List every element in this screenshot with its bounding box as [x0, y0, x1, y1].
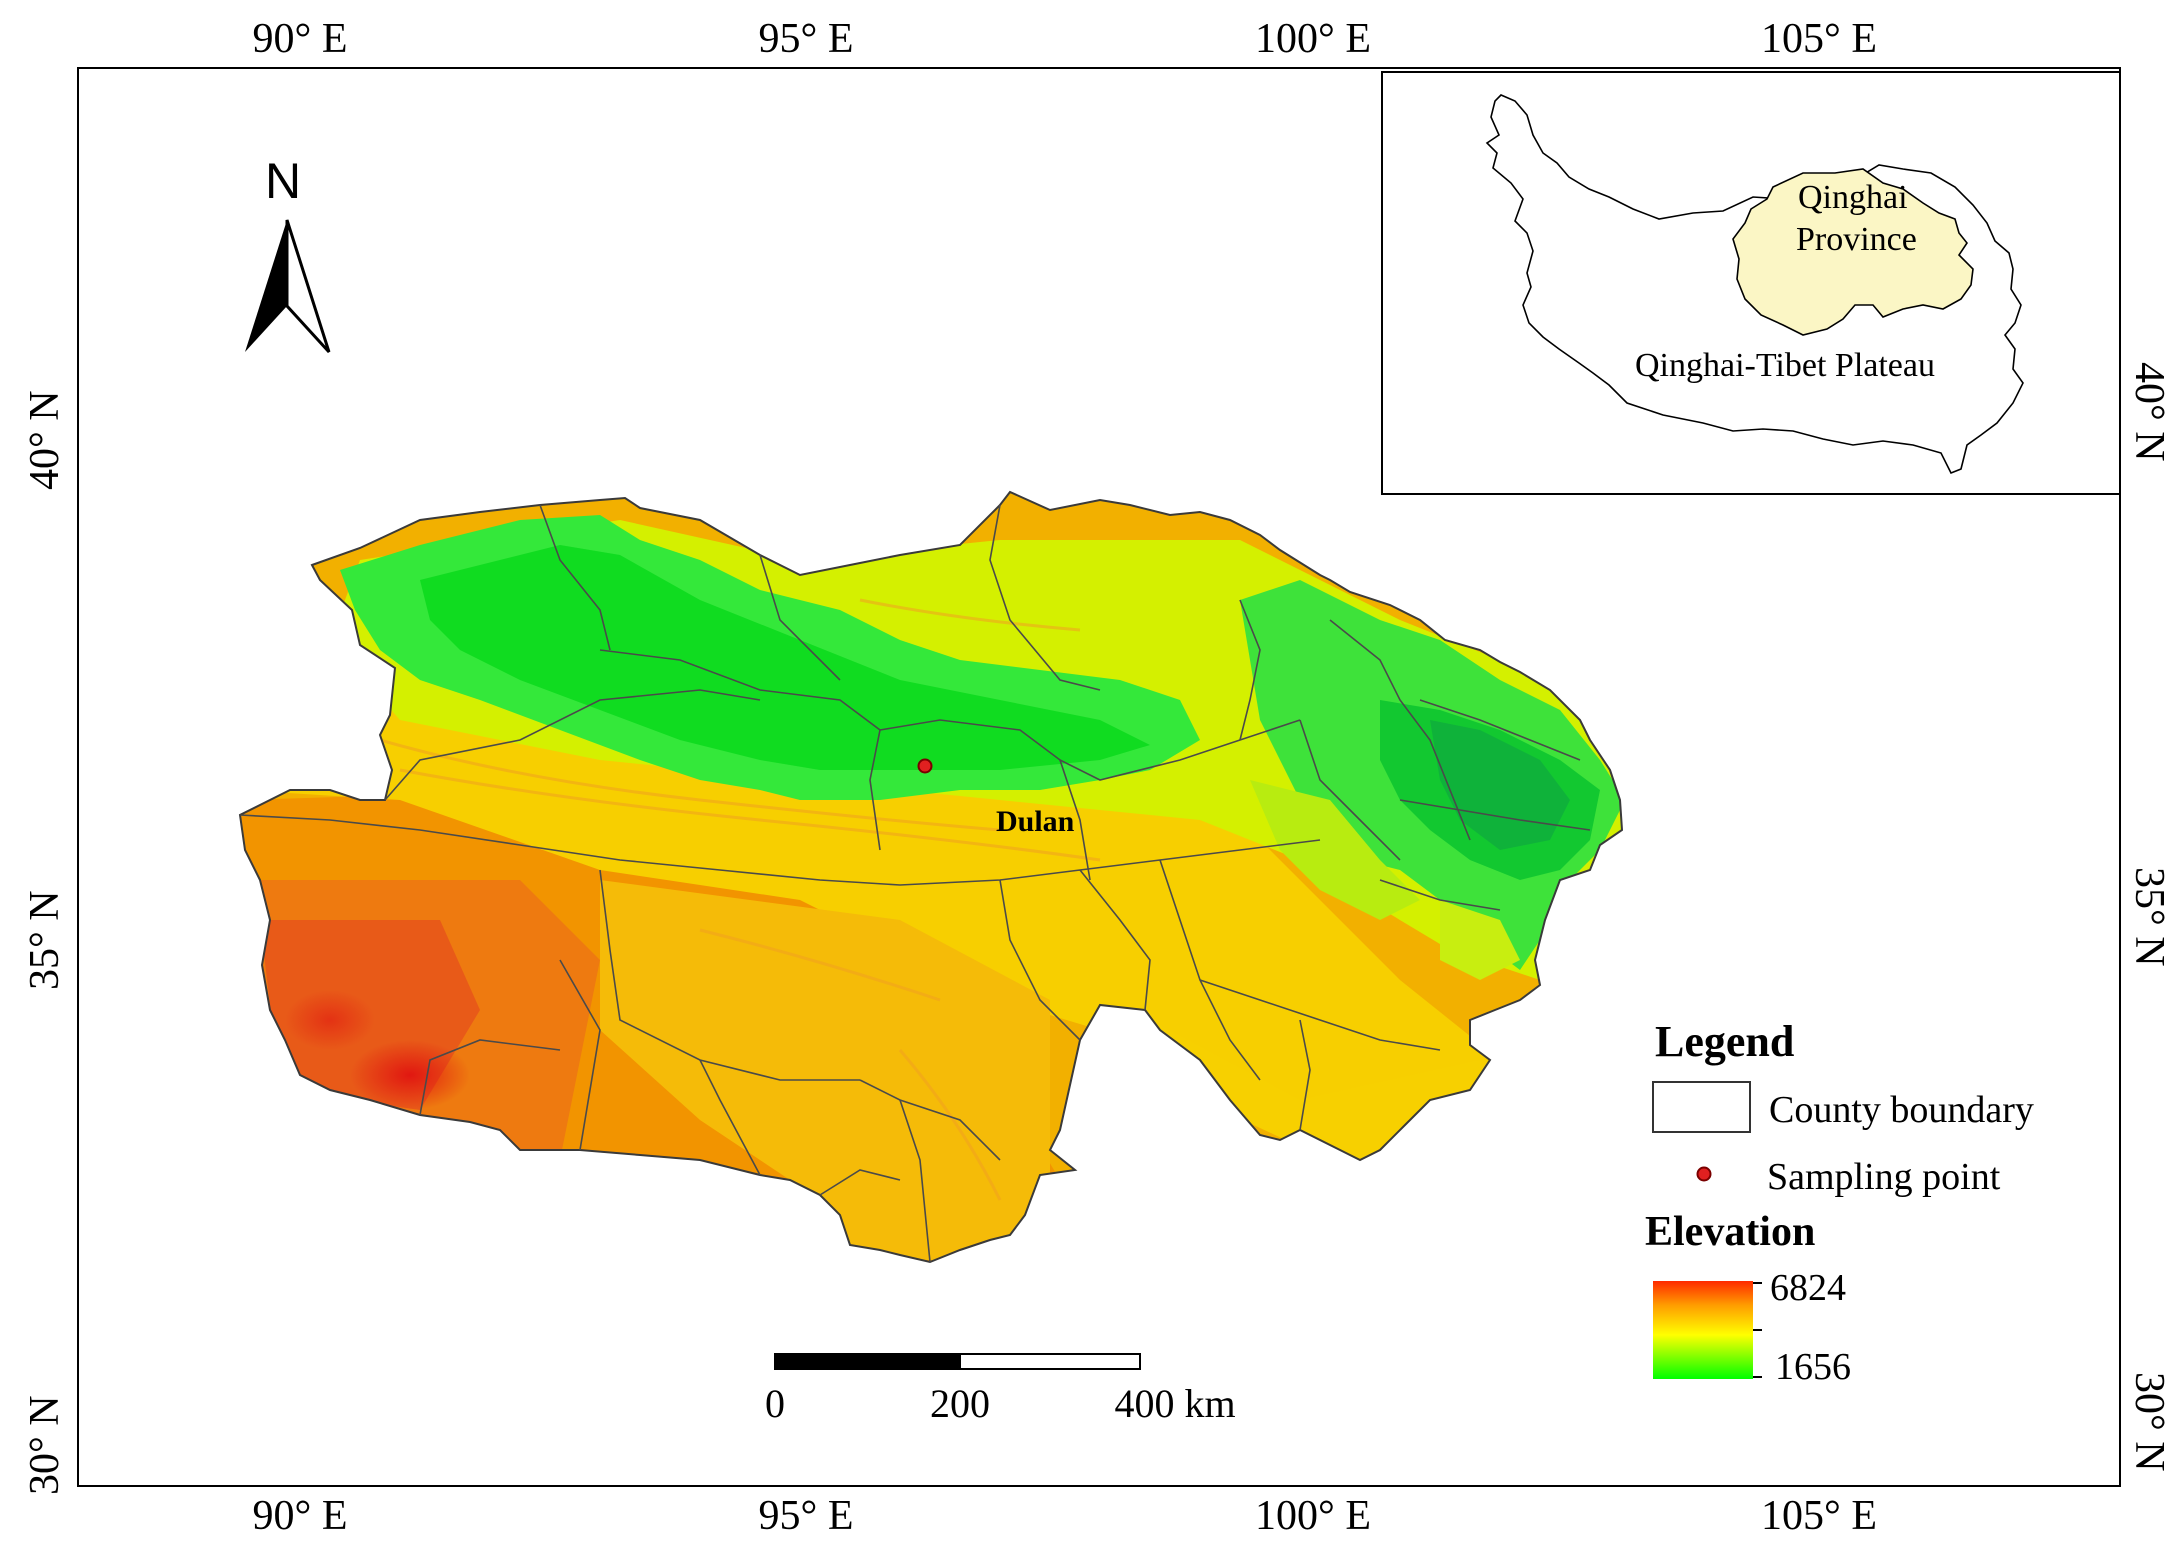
scale-bar-graphic	[774, 1353, 1141, 1370]
scale-label-400km: 400 km	[1114, 1381, 1236, 1426]
inset-label-qinghai: Qinghai	[1798, 179, 1908, 216]
legend-sampling-point-label: Sampling point	[1767, 1156, 2001, 1198]
x-tick-top-90: 90° E	[252, 16, 348, 62]
inset-label-plateau: Qinghai-Tibet Plateau	[1635, 347, 1935, 384]
map-frame	[77, 67, 2121, 1487]
scale-label-200: 200	[930, 1381, 990, 1426]
elevation-max-label: 6824	[1770, 1267, 1846, 1309]
inset-map: Qinghai Province Qinghai-Tibet Plateau	[1381, 71, 2121, 495]
legend-county-boundary-label: County boundary	[1769, 1089, 2034, 1131]
x-tick-top-100: 100° E	[1255, 16, 1371, 62]
sampling-point-marker[interactable]	[917, 758, 933, 774]
legend-title: Legend	[1655, 1017, 1795, 1066]
elevation-ramp	[1653, 1281, 1753, 1379]
inset-label-province: Province	[1796, 221, 1917, 258]
x-tick-bottom-95: 95° E	[758, 1493, 854, 1539]
elevation-min-label: 1656	[1775, 1346, 1851, 1388]
legend-county-boundary-swatch	[1652, 1081, 1751, 1133]
x-tick-top-95: 95° E	[758, 16, 854, 62]
x-tick-bottom-90: 90° E	[252, 1493, 348, 1539]
north-arrow-label: N	[265, 153, 302, 209]
x-tick-bottom-105: 105° E	[1761, 1493, 1877, 1539]
scale-label-0: 0	[765, 1381, 785, 1426]
inset-map-graphic	[1485, 94, 2024, 475]
elevation-title: Elevation	[1645, 1209, 1816, 1255]
place-label-dulan: Dulan	[996, 805, 1075, 838]
county-boundaries	[238, 490, 1624, 1264]
qinghai-province-shape	[1732, 168, 1974, 336]
x-tick-top-105: 105° E	[1761, 16, 1877, 62]
north-arrow-icon	[245, 219, 331, 354]
elevation-raster	[240, 492, 1622, 1262]
legend-sampling-point-swatch	[1696, 1166, 1712, 1182]
x-tick-bottom-100: 100° E	[1255, 1493, 1371, 1539]
